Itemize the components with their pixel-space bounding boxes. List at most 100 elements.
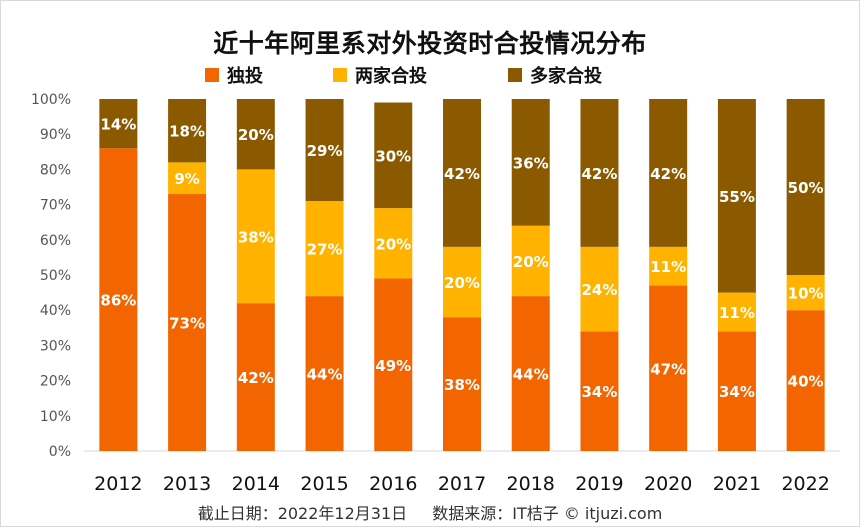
legend-swatch-two	[333, 68, 347, 82]
bar-segment-solo	[649, 285, 688, 451]
legend-label-two: 两家合投	[355, 66, 427, 87]
bar-segment-multi	[168, 99, 207, 163]
bar-segment-multi	[649, 99, 688, 247]
legend: 独投 两家合投 多家合投	[0, 62, 860, 88]
bar-segment-solo	[374, 278, 413, 451]
bar-segment-two	[236, 169, 275, 304]
legend-label-solo: 独投	[227, 66, 263, 87]
legend-swatch-solo	[205, 68, 219, 82]
x-tick-label: 2014	[232, 473, 280, 495]
footer-source: 数据来源：IT桔子 © itjuzi.com	[432, 504, 663, 523]
data-label-solo: 44%	[307, 366, 343, 384]
data-label-solo: 44%	[513, 366, 549, 384]
bar-segment-multi	[580, 99, 619, 247]
bar-segment-solo	[236, 303, 275, 451]
data-label-two: 20%	[375, 235, 411, 253]
y-tick-label: 50%	[40, 268, 71, 284]
data-label-multi: 18%	[169, 123, 205, 141]
data-label-solo: 34%	[582, 383, 618, 401]
y-tick-label: 10%	[40, 409, 71, 425]
y-tick-label: 30%	[40, 338, 71, 354]
bar-segment-two	[374, 208, 413, 279]
bar-segment-solo	[443, 317, 481, 451]
x-tick-label: 2019	[575, 473, 623, 495]
y-tick-label: 60%	[40, 233, 71, 249]
data-label-two: 24%	[582, 281, 618, 299]
data-label-multi: 42%	[444, 165, 480, 183]
data-label-multi: 36%	[513, 154, 549, 172]
bar-segment-multi	[236, 99, 275, 170]
x-tick-label: 2022	[781, 473, 829, 495]
data-label-multi: 20%	[238, 126, 274, 144]
x-tick-label: 2016	[369, 473, 417, 495]
bar-segment-two	[717, 292, 756, 332]
y-tick-label: 20%	[40, 374, 71, 390]
x-tick-label: 2012	[94, 473, 142, 495]
bar-segment-solo	[717, 331, 756, 451]
data-label-solo: 47%	[650, 360, 686, 378]
chart-title: 近十年阿里系对外投资时合投情况分布	[213, 29, 647, 58]
data-label-two: 27%	[307, 241, 343, 259]
bar-segment-multi	[374, 102, 413, 209]
bar-segment-two	[580, 246, 619, 332]
bar-segment-two	[443, 246, 481, 318]
legend-item-solo: 独投	[205, 62, 263, 88]
data-label-solo: 34%	[719, 383, 755, 401]
data-label-multi: 55%	[719, 188, 755, 206]
bar-segment-solo	[99, 148, 138, 451]
bar-segment-solo	[786, 310, 825, 451]
x-tick-label: 2020	[644, 473, 692, 495]
data-label-two: 10%	[788, 285, 824, 303]
bar-segment-solo	[305, 296, 344, 451]
data-label-solo: 86%	[100, 292, 136, 310]
footer: 截止日期：2022年12月31日 数据来源：IT桔子 © itjuzi.com	[0, 500, 860, 524]
data-label-two: 9%	[174, 170, 199, 188]
data-label-solo: 49%	[375, 357, 411, 375]
bar-segment-multi	[99, 99, 138, 149]
bar-segment-two	[649, 246, 688, 286]
bar-segment-two	[168, 162, 207, 195]
bar-segment-two	[786, 275, 825, 311]
x-tick-label: 2017	[438, 473, 486, 495]
bar-segment-two	[511, 225, 550, 297]
data-label-solo: 38%	[444, 376, 480, 394]
data-label-two: 11%	[650, 258, 686, 276]
data-label-multi: 50%	[788, 179, 824, 197]
data-label-two: 38%	[238, 228, 274, 246]
data-label-two: 20%	[513, 253, 549, 271]
bar-segment-multi	[786, 99, 825, 275]
footer-date: 截止日期：2022年12月31日	[197, 504, 408, 523]
bar-segment-solo	[580, 331, 619, 451]
legend-swatch-multi	[508, 68, 522, 82]
data-label-solo: 73%	[169, 315, 205, 333]
x-tick-label: 2015	[300, 473, 348, 495]
bar-segment-multi	[717, 99, 756, 293]
bar-segment-multi	[305, 99, 344, 202]
data-label-solo: 40%	[788, 373, 824, 391]
legend-item-multi: 多家合投	[508, 62, 602, 88]
data-label-two: 20%	[444, 274, 480, 292]
y-tick-label: 0%	[49, 444, 71, 460]
data-label-solo: 42%	[238, 369, 274, 387]
y-tick-label: 90%	[40, 127, 71, 143]
x-tick-label: 2021	[713, 473, 761, 495]
data-label-multi: 29%	[307, 142, 343, 160]
data-label-multi: 30%	[375, 147, 411, 165]
y-tick-label: 40%	[40, 303, 71, 319]
y-tick-label: 70%	[40, 198, 71, 214]
y-tick-label: 80%	[40, 162, 71, 178]
x-tick-label: 2018	[507, 473, 555, 495]
bar-segment-multi	[443, 99, 481, 247]
data-label-multi: 42%	[650, 165, 686, 183]
data-label-two: 11%	[719, 304, 755, 322]
bar-segment-solo	[511, 296, 550, 451]
data-label-multi: 42%	[582, 165, 618, 183]
x-tick-label: 2013	[163, 473, 211, 495]
legend-label-multi: 多家合投	[530, 66, 602, 87]
data-label-multi: 14%	[100, 116, 136, 134]
y-tick-label: 100%	[31, 92, 71, 108]
bar-segment-two	[305, 201, 344, 297]
bar-segment-multi	[511, 99, 550, 226]
bar-segment-solo	[168, 194, 207, 452]
